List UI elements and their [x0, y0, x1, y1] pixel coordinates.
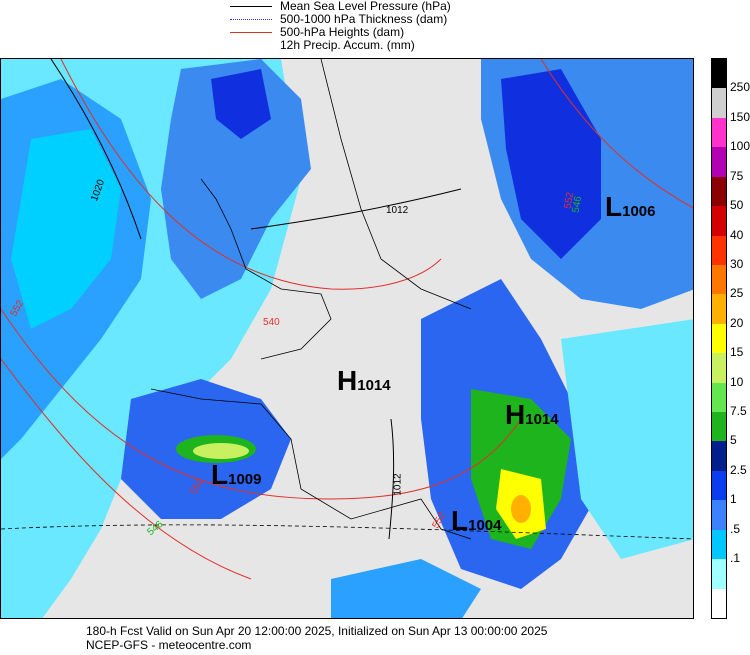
legend-swatch-thickness [230, 19, 272, 20]
legend-label-thickness: 500-1000 hPa Thickness (dam) [280, 12, 448, 26]
coast-france-spain [150, 388, 472, 540]
colorbar-swatch [712, 588, 726, 619]
isobar-1012-iberia [388, 418, 395, 540]
low-pressure-system: L1009 [211, 459, 261, 491]
height-contour-552c [540, 59, 693, 209]
pressure-value: 1014 [525, 411, 559, 428]
legend-swatch-heights [230, 32, 272, 33]
map-legend: Mean Sea Level Pressure (hPa) 500-1000 h… [230, 0, 530, 56]
colorbar-swatch [712, 529, 726, 560]
height-contour-552b [1, 358, 252, 580]
height-contour-540 [60, 59, 442, 290]
legend-label-precip: 12h Precip. Accum. (mm) [280, 38, 415, 52]
legend-label-heights: 500-hPa Heights (dam) [280, 25, 405, 39]
precip-band-atlantic [11, 129, 121, 329]
legend-item-thickness: 500-1000 hPa Thickness (dam) [230, 13, 530, 26]
precip-scotland [211, 69, 271, 139]
precip-italy-orange [511, 495, 531, 523]
colorbar-swatch [712, 441, 726, 472]
colorbar-swatch [712, 117, 726, 148]
weather-map: L1006 H1014 H1014 L1009 L1004 1020 1012 … [0, 58, 694, 619]
low-pressure-system: L1006 [605, 191, 655, 223]
colorbar-swatch [712, 294, 726, 325]
colorbar-swatch [712, 500, 726, 531]
precip-biscay-peak [193, 443, 249, 459]
precip-baltic-core [501, 69, 601, 259]
colorbar-swatch [712, 412, 726, 442]
colorbar-swatch [712, 206, 726, 236]
colorbar-label: 7.5 [730, 404, 747, 419]
legend-item-precip: 12h Precip. Accum. (mm) [230, 39, 530, 52]
colorbar-swatch [712, 264, 726, 295]
pressure-letter: H [505, 399, 526, 430]
colorbar-swatch [712, 323, 726, 354]
pressure-letter: H [337, 365, 358, 396]
colorbar-swatch [712, 147, 726, 178]
pressure-value: 1009 [228, 471, 262, 488]
colorbar-swatch [712, 88, 726, 119]
pressure-value: 1004 [468, 517, 502, 534]
colorbar-label: .1 [730, 551, 741, 566]
low-pressure-system: L1004 [451, 505, 501, 537]
source-credit: NCEP-GFS - meteocentre.com [86, 638, 252, 652]
coast-north-europe [320, 59, 472, 310]
latitude-line [1, 524, 693, 540]
precip-east [561, 319, 693, 559]
contour-label: 1012 [386, 205, 409, 216]
colorbar-swatch [712, 470, 726, 501]
map-footer: 180-h Fcst Valid on Sun Apr 20 12:00:00 … [86, 624, 686, 652]
legend-label-mslp: Mean Sea Level Pressure (hPa) [280, 0, 451, 13]
colorbar-swatch [712, 353, 726, 384]
coastlines [150, 59, 472, 540]
pressure-value: 1006 [622, 203, 656, 220]
high-pressure-system: H1014 [337, 365, 391, 397]
colorbar-swatch [712, 176, 726, 207]
colorbar-label: 100 [730, 139, 750, 154]
colorbar-swatch [712, 559, 726, 590]
colorbar-label: 30 [730, 256, 744, 271]
colorbar-label: 150 [730, 109, 750, 124]
colorbar-label: 2.5 [730, 462, 747, 477]
isobar-1020 [50, 59, 142, 240]
forecast-valid-line: 180-h Fcst Valid on Sun Apr 20 12:00:00 … [86, 624, 548, 638]
colorbar-label: 40 [730, 227, 744, 242]
contour-label: 1012 [392, 473, 404, 496]
pressure-letter: L [451, 505, 469, 536]
legend-item-mslp: Mean Sea Level Pressure (hPa) [230, 0, 530, 13]
colorbar-swatch [712, 59, 726, 89]
precip-colorbar [711, 58, 727, 619]
colorbar-label: 5 [730, 433, 737, 448]
colorbar-label: .5 [730, 521, 741, 536]
pressure-contours [50, 59, 462, 540]
colorbar-label: 75 [730, 168, 744, 183]
colorbar-label: 50 [730, 198, 744, 213]
height-contours [1, 59, 693, 580]
colorbar-label: 10 [730, 374, 744, 389]
colorbar-swatch [712, 235, 726, 266]
colorbar-swatch [712, 382, 726, 413]
colorbar-label: 25 [730, 286, 744, 301]
pressure-letter: L [211, 459, 229, 490]
pressure-letter: L [605, 191, 623, 222]
colorbar-label: 15 [730, 345, 744, 360]
legend-item-heights: 500-hPa Heights (dam) [230, 26, 530, 39]
legend-swatch-mslp [230, 6, 272, 7]
isobar-1012-north [250, 188, 462, 230]
colorbar-label: 20 [730, 315, 744, 330]
colorbar-label: 250 [730, 80, 750, 95]
contour-label: 540 [263, 317, 280, 328]
colorbar-label: 1 [730, 492, 737, 507]
high-pressure-system: H1014 [505, 399, 559, 431]
precip-med-south [331, 559, 481, 618]
pressure-value: 1014 [357, 377, 391, 394]
height-contour-552a [1, 308, 522, 500]
coast-britain [200, 178, 332, 360]
map-canvas [1, 59, 693, 618]
